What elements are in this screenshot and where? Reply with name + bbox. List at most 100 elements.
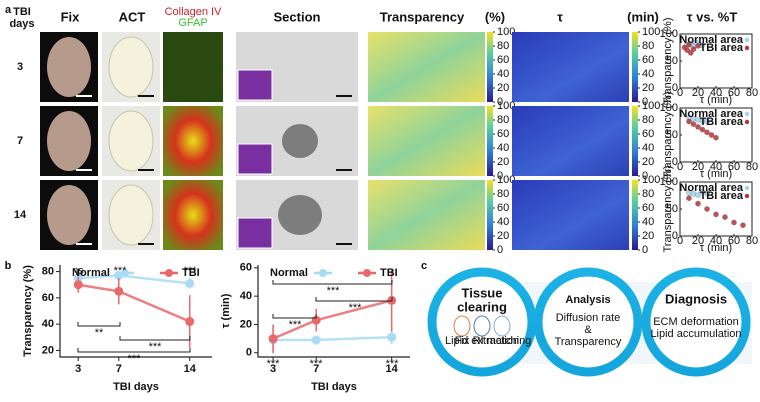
y-axis-title: Transparency (%)	[662, 91, 674, 178]
column-header: τ	[557, 9, 563, 24]
scale-bar	[138, 243, 154, 245]
bracket	[315, 297, 393, 302]
scatter-point	[695, 43, 701, 49]
colorbar-tick-label: 100	[642, 26, 660, 38]
scatter-point	[695, 200, 701, 207]
colorbar-tick-label: 100	[642, 174, 660, 186]
x-axis-title: τ (min)	[700, 168, 732, 180]
legend-swatch	[319, 269, 327, 277]
colorbar	[487, 32, 493, 102]
step-title: Analysis	[565, 294, 610, 306]
x-tick-label: 60	[728, 235, 740, 247]
scatter-point	[690, 46, 697, 52]
icon	[473, 315, 491, 337]
x-tick-label: 80	[746, 87, 758, 99]
y-tick-label: 60	[240, 262, 252, 274]
scale-bar	[138, 169, 154, 171]
column-header: τ vs. %T	[687, 9, 738, 24]
data-point	[114, 286, 124, 296]
colorbar-tick-label: 80	[497, 40, 509, 52]
act-brain	[108, 184, 154, 246]
colorbar	[487, 106, 493, 176]
fix-brain	[47, 185, 91, 245]
x-tick-label: 60	[728, 161, 740, 173]
column-header: (%)	[485, 9, 505, 24]
step-title: Diagnosis	[665, 291, 727, 306]
scatter-point	[704, 190, 710, 197]
step-body: Diffusion rate	[556, 312, 621, 324]
scale-bar	[76, 169, 92, 171]
colorbar-tick-label: 60	[497, 54, 509, 66]
bracket	[272, 280, 393, 285]
y-tick-label: 20	[240, 318, 252, 330]
icon-label: Fix	[455, 335, 470, 347]
x-tick-label: 20	[692, 235, 704, 247]
scatter-point	[688, 50, 694, 56]
significance: ***	[386, 358, 400, 370]
stain-label: GFAP	[178, 17, 207, 29]
x-tick-label: 40	[710, 87, 722, 99]
colorbar-tick-label: 100	[497, 100, 515, 112]
legend-label: Normal area	[679, 34, 743, 46]
scale-bar	[76, 95, 92, 97]
scatter-point	[686, 195, 692, 201]
column-header: (min)	[627, 9, 659, 24]
scatter-point	[708, 132, 715, 138]
colorbar-tick-label: 60	[497, 128, 509, 140]
colorbar-tick-label: 20	[642, 156, 654, 168]
y-tick-label: 60	[42, 292, 54, 304]
significance: **	[95, 327, 104, 339]
x-tick-label: 14	[184, 363, 197, 375]
column-header: Transparency	[380, 9, 465, 24]
axes	[59, 265, 212, 358]
step-body: ECM deformation	[653, 316, 739, 328]
colorbar-tick-label: 40	[642, 216, 654, 228]
legend-swatch	[744, 37, 750, 43]
colorbar-tick-label: 80	[642, 114, 654, 126]
y-tick-label: 40	[42, 318, 54, 330]
scatter-point	[740, 222, 746, 228]
y-tick-label: 80	[42, 265, 54, 277]
colorbar-tick-label: 40	[497, 142, 509, 154]
colorbar-tick-label: 40	[497, 216, 509, 228]
significance: ***	[289, 319, 303, 331]
y-tick-label: 50	[666, 55, 678, 67]
significance: ***	[149, 341, 163, 353]
colorbar-tick-label: 80	[642, 188, 654, 200]
significance: ***	[327, 285, 341, 297]
row-header: TBI	[13, 6, 31, 18]
stain-photo	[163, 32, 223, 102]
column-header: Fix	[61, 9, 81, 24]
legend-label: Normal area	[679, 108, 743, 120]
lesion	[282, 124, 318, 158]
x-tick-label: 0	[677, 87, 683, 99]
data-point	[387, 332, 397, 342]
step-body: Lipid accumulation	[650, 328, 741, 340]
x-tick-label: 20	[692, 161, 704, 173]
row-header: days	[9, 18, 34, 30]
colorbar-tick-label: 0	[642, 96, 648, 108]
scatter-point	[713, 134, 719, 141]
x-tick-label: 40	[710, 161, 722, 173]
x-tick-label: 3	[75, 363, 81, 375]
act-brain	[108, 110, 154, 172]
heatmap	[512, 180, 629, 250]
y-tick-label: 0	[246, 347, 252, 359]
scatter-point	[713, 211, 719, 218]
scale-bar	[336, 95, 352, 97]
scatter-point	[690, 121, 697, 127]
step-body: &	[584, 324, 592, 336]
significance: ***	[184, 265, 198, 277]
step-title: clearing	[457, 299, 507, 314]
scatter-point	[699, 126, 706, 133]
data-point	[268, 334, 278, 344]
y-tick-label: 0	[672, 230, 678, 242]
x-axis-title: τ (min)	[700, 242, 732, 254]
y-tick-label: 100	[660, 28, 678, 40]
scatter-point	[695, 124, 701, 130]
icon	[493, 315, 511, 337]
scatter-point	[704, 129, 710, 136]
scale-bar	[138, 95, 154, 97]
colorbar-tick-label: 40	[642, 142, 654, 154]
